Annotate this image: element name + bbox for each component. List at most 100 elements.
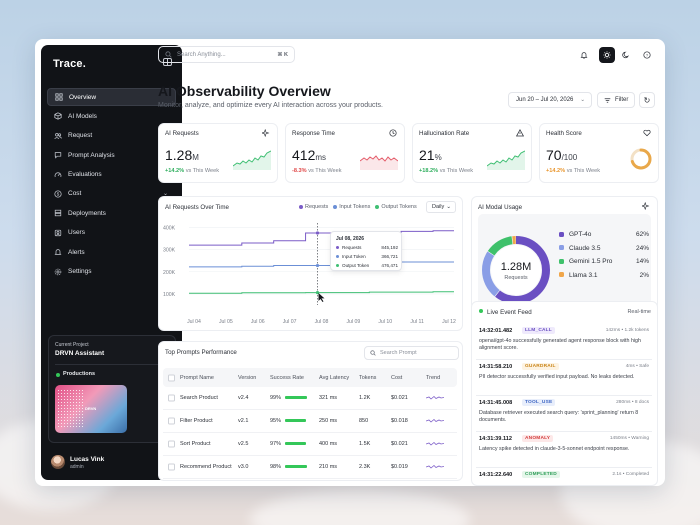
model-percent: 24% xyxy=(635,244,649,252)
sidebar-item-overview[interactable]: Overview xyxy=(47,88,176,106)
divider xyxy=(55,364,169,365)
kpi-value: 21% xyxy=(419,147,442,163)
period-select[interactable]: Daily ⌄ xyxy=(426,201,456,213)
model-usage-row: Gemini 1.5 Pro 14% xyxy=(559,258,649,265)
clock-icon xyxy=(389,129,397,137)
event-item[interactable]: 14:31:45.008 TOOL_USE 280ms • 8 docs Databa… xyxy=(476,399,652,432)
search-input[interactable]: Search Anything... xyxy=(177,51,226,58)
filter-icon xyxy=(604,97,611,103)
sparkle-icon xyxy=(642,202,650,210)
prompt-search-input[interactable]: Search Prompt xyxy=(380,350,417,356)
event-item[interactable]: 14:32:01.482 LLM_CALL 142ms • 1.2k tokens o… xyxy=(476,327,652,360)
column-header: Prompt Name xyxy=(180,374,214,381)
donut-slice xyxy=(482,236,550,304)
kpi-delta: +14.2% vs This Week xyxy=(165,168,220,174)
event-time: 14:31:58.210 xyxy=(479,364,513,370)
success-rate: 97% xyxy=(270,441,307,447)
row-checkbox[interactable] xyxy=(168,463,175,471)
y-tick-label: 100K xyxy=(163,292,176,298)
light-mode-button[interactable] xyxy=(599,47,615,63)
event-item[interactable]: 14:31:39.112 ANOMALY 1450ms • Warning Laten… xyxy=(476,435,652,468)
sidebar-item-prompt-analysis[interactable]: Prompt Analysis⌄ xyxy=(47,146,176,164)
table-header: Prompt Name Version Success Rate Avg Latenc… xyxy=(163,368,457,387)
column-header: Cost xyxy=(391,374,403,381)
help-icon: ? xyxy=(643,51,651,59)
row-checkbox[interactable] xyxy=(168,440,175,448)
search-icon xyxy=(165,51,172,58)
model-name: Llama 3.1 xyxy=(569,271,598,279)
x-tick-label: Jul 10 xyxy=(378,319,392,325)
event-type-badge: TOOL_USE xyxy=(522,399,556,406)
column-header: Version xyxy=(238,374,257,381)
kpi-card-response-time: Response Time 412ms -8.3% vs This Week xyxy=(285,123,405,183)
moon-icon xyxy=(622,51,629,59)
event-type-badge: COMPLETED xyxy=(522,471,560,478)
tokens: 1.5K xyxy=(359,441,371,447)
table-row[interactable]: Recommend Product v3.0 98% 210 ms 2.3K $0.019 xyxy=(163,456,457,479)
cube-icon xyxy=(54,112,62,120)
requests-chart-panel: AI Requests Over Time Requests Input Toke… xyxy=(158,196,463,331)
sidebar-item-cost[interactable]: $ Cost ⌄ xyxy=(47,185,176,203)
dark-mode-button[interactable] xyxy=(618,47,634,63)
event-item[interactable]: 14:31:22.640 COMPLETED 2.1s • Completed xyxy=(476,471,652,482)
sidebar-item-deployments[interactable]: Deployments xyxy=(47,204,176,222)
trend-sparkline xyxy=(426,418,444,423)
column-header: Tokens xyxy=(359,374,377,381)
global-search[interactable]: Search Anything... ⌘ K xyxy=(158,46,295,63)
table-row[interactable]: Filter Product v2.1 95% 250 ms 850 $0.018 xyxy=(163,410,457,433)
project-name[interactable]: DRVN Assistant xyxy=(55,350,105,357)
row-checkbox[interactable] xyxy=(168,417,175,425)
notification-button[interactable] xyxy=(576,47,592,63)
server-icon xyxy=(54,209,62,217)
y-tick-label: 200K xyxy=(163,270,176,276)
user-role: admin xyxy=(70,464,84,470)
table-row[interactable]: Search Product v2.4 99% 321 ms 1.2K $0.021 xyxy=(163,387,457,410)
sidebar-item-label: Alerts xyxy=(68,248,85,256)
legend-item: Output Tokens xyxy=(375,204,417,210)
sidebar-item-alerts[interactable]: Alerts2 xyxy=(47,243,176,261)
cost: $0.021 xyxy=(391,441,408,447)
refresh-button[interactable]: ↻ xyxy=(639,92,655,108)
sidebar-item-ai-models[interactable]: AI Models xyxy=(47,107,176,125)
series-line xyxy=(189,261,454,268)
event-description: Latency spike detected in claude-3-5-son… xyxy=(479,446,630,452)
prompt-name: Recommend Product xyxy=(180,464,232,470)
app-logo: Trace. xyxy=(53,58,87,70)
event-item[interactable]: 14:31:58.210 GUARDRAIL 4ms • Safe PII detec… xyxy=(476,363,652,396)
sun-icon xyxy=(603,51,611,59)
series-point xyxy=(315,263,320,268)
row-checkbox[interactable] xyxy=(168,394,175,402)
tooltip-row: Requests 845,192 xyxy=(336,245,398,250)
event-meta: 142ms • 1.2k tokens xyxy=(605,328,649,333)
kpi-label: Health Score xyxy=(546,130,582,137)
sidebar-item-settings[interactable]: Settings xyxy=(47,263,176,281)
avg-latency: 250 ms xyxy=(319,418,338,424)
tokens: 850 xyxy=(359,418,369,424)
page-subtitle: Monitor, analyze, and optimize every AI … xyxy=(158,102,383,109)
legend-item: Input Tokens xyxy=(333,204,370,210)
filter-label: Filter xyxy=(615,97,629,103)
select-all-checkbox[interactable] xyxy=(168,374,175,381)
help-button[interactable]: ? xyxy=(639,47,655,63)
date-range-picker[interactable]: Jun 20 – Jul 20, 2026 ⌄ xyxy=(508,92,592,108)
model-percent: 14% xyxy=(635,258,649,265)
prompt-version: v2.1 xyxy=(238,418,249,424)
kpi-delta: +14.2% vs This Week xyxy=(546,168,601,174)
user-name: Lucas Vink xyxy=(70,456,105,463)
filter-button[interactable]: Filter xyxy=(597,92,635,108)
table-row[interactable]: Sort Product v2.5 97% 400 ms 1.5K $0.021 xyxy=(163,433,457,456)
sidebar-item-users[interactable]: Users xyxy=(47,224,176,242)
sidebar-item-evaluations[interactable]: Evaluations xyxy=(47,166,176,184)
chevron-down-icon: ⌄ xyxy=(446,204,451,210)
tooltip-row: Input Token 366,721 xyxy=(336,254,398,259)
prompt-search[interactable]: Search Prompt xyxy=(364,346,459,360)
donut-total: 1.28M xyxy=(500,261,532,273)
column-header: Trend xyxy=(426,374,441,381)
success-rate: 99% xyxy=(270,395,307,401)
date-range-label: Jun 20 – Jul 20, 2026 xyxy=(516,97,574,103)
sidebar-item-request[interactable]: Request xyxy=(47,127,176,145)
event-time: 14:31:45.008 xyxy=(479,400,513,406)
y-tick-label: 300K xyxy=(163,248,176,254)
user-icon xyxy=(54,229,62,237)
